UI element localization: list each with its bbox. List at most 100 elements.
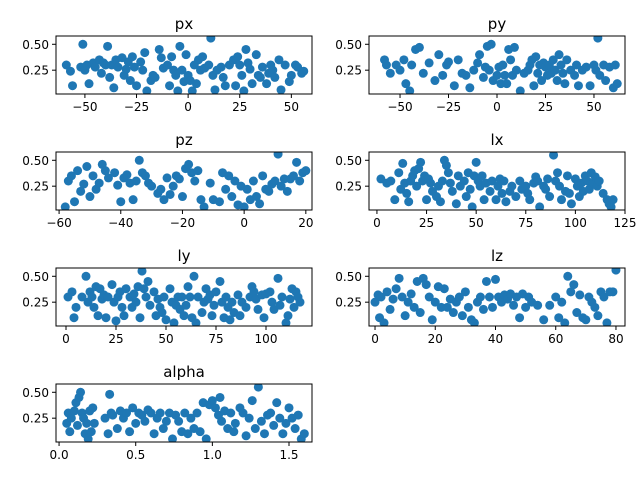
data-point [289,302,299,312]
data-point [250,424,260,434]
data-point [193,166,203,176]
data-point [105,389,115,399]
data-point [543,174,553,184]
data-point [569,280,579,290]
x-tick-label: 25 [419,216,434,230]
data-point [201,434,211,442]
data-point [581,315,591,325]
data-point [82,418,92,428]
data-point [94,178,104,188]
data-point [235,311,245,321]
data-point [608,195,618,205]
x-tick-label: 20 [298,216,313,230]
data-point [284,403,294,413]
data-point [127,52,137,62]
data-point [454,292,464,302]
data-point [509,300,519,310]
data-point [117,302,127,312]
x-tick-label: 60 [548,332,563,346]
data-point [190,176,200,186]
data-point [111,316,121,326]
data-point [168,181,178,191]
data-point [403,297,413,307]
data-point [105,72,115,82]
x-tick-label: 25 [108,332,123,346]
data-point [463,302,473,312]
data-point [113,62,123,72]
data-point [442,302,452,312]
data-points [376,152,618,210]
data-point [502,79,512,89]
data-point [386,176,396,186]
data-point [241,44,251,54]
subplot-title: alpha [163,363,205,381]
data-point [391,284,401,294]
data-point [67,287,77,297]
data-points [370,268,621,326]
data-points [60,152,311,210]
y-tick-label: 0.50 [335,154,362,168]
data-point [267,297,277,307]
data-point [65,66,75,76]
data-point [255,199,265,209]
data-point [451,199,461,209]
x-tick-label: −50 [387,100,412,114]
data-point [439,284,449,294]
data-point [556,60,566,70]
data-point [165,81,175,91]
data-point [215,392,225,402]
data-point [262,79,272,89]
data-point [548,55,558,65]
x-tick-label: 40 [488,332,503,346]
y-tick-label: 0.25 [335,296,362,310]
data-point [301,166,311,176]
data-point [187,86,197,94]
data-point [533,68,543,78]
data-point [174,416,184,426]
data-point [554,313,564,323]
data-point [459,176,469,186]
data-point [551,292,561,302]
data-point [550,65,560,75]
data-point [507,181,517,191]
data-point [132,81,142,91]
data-point [475,50,485,60]
subplot-title: lz [491,247,503,265]
x-tick-label: 25 [538,100,553,114]
data-point [560,79,570,89]
data-point [469,318,479,326]
data-point [601,76,611,86]
data-point [211,287,221,297]
data-point [103,292,113,302]
data-point [404,197,414,207]
data-point [270,176,280,186]
data-point [227,192,237,202]
data-point [430,297,440,307]
data-point [427,315,437,325]
data-point [154,44,164,54]
data-point [515,313,525,323]
data-point [412,181,422,191]
data-point [244,413,254,423]
data-point [214,197,224,207]
data-point [555,181,565,191]
data-point [590,302,600,312]
data-point [125,76,135,86]
data-point [110,168,120,178]
data-point [441,160,451,170]
data-point [268,65,278,75]
data-point [88,171,98,181]
data-point [525,195,535,205]
data-point [89,302,99,312]
data-point [242,184,252,194]
data-point [497,188,507,198]
data-point [511,65,521,75]
data-point [136,57,146,67]
data-point [506,55,516,65]
data-point [286,70,296,80]
data-point [186,413,196,423]
data-point [539,315,549,325]
data-point [585,81,595,91]
x-tick-label: 0 [62,332,70,346]
